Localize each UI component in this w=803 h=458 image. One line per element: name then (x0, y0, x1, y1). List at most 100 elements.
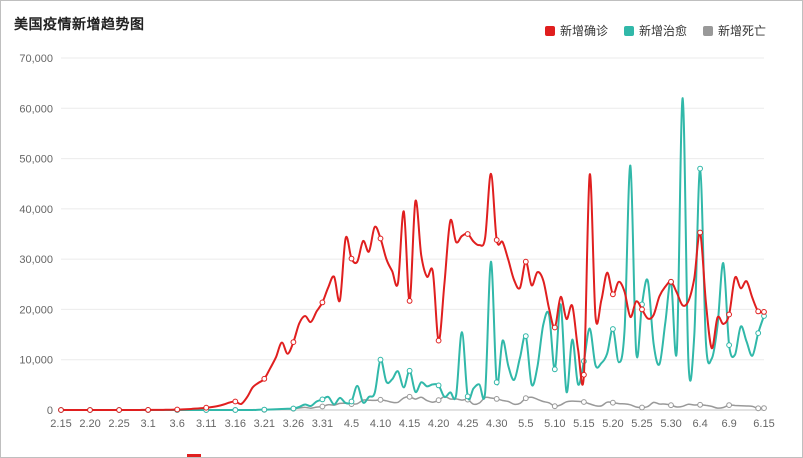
series-marker-cured[interactable] (697, 165, 703, 172)
series-marker-confirmed[interactable] (464, 231, 471, 237)
series-marker-deaths[interactable] (522, 395, 529, 402)
legend-label: 新增死亡 (717, 24, 766, 38)
series-marker-confirmed[interactable] (319, 299, 326, 306)
series-marker-cured[interactable] (435, 382, 442, 389)
x-axis-tick-label: 5.15 (573, 418, 594, 430)
series-marker-confirmed[interactable] (755, 308, 762, 315)
x-axis-tick-label: 3.16 (225, 418, 246, 430)
series-marker-cured[interactable] (406, 367, 413, 374)
x-axis-tick-label: 4.20 (428, 418, 449, 430)
series-marker-deaths[interactable] (610, 399, 616, 406)
x-axis-tick-label: 2.20 (79, 418, 100, 430)
y-axis-tick-label: 10,000 (19, 355, 53, 367)
x-axis-tick-label: 6.4 (692, 418, 707, 430)
series-marker-cured[interactable] (551, 366, 558, 373)
x-axis-tick-label: 3.1 (141, 418, 156, 430)
legend-item-deaths[interactable]: 新增死亡 (702, 22, 766, 39)
y-axis-tick-label: 70,000 (19, 53, 53, 65)
series-marker-confirmed[interactable] (406, 298, 413, 304)
series-marker-cured[interactable] (348, 398, 355, 405)
y-axis-tick-label: 50,000 (19, 154, 53, 166)
series-marker-confirmed[interactable] (726, 311, 732, 318)
x-axis-tick-label: 3.31 (312, 418, 333, 430)
series-marker-cured[interactable] (232, 407, 239, 413)
series-marker-confirmed[interactable] (348, 255, 355, 262)
series-marker-deaths[interactable] (697, 401, 703, 408)
legend-label: 新增确诊 (559, 24, 608, 38)
series-marker-confirmed[interactable] (435, 337, 442, 344)
series-marker-confirmed[interactable] (145, 407, 152, 413)
x-axis-tick-label: 6.9 (721, 418, 736, 430)
legend: 新增确诊 新增治愈 新增死亡 (544, 22, 766, 39)
series-marker-deaths[interactable] (551, 403, 558, 410)
series-marker-confirmed[interactable] (581, 371, 587, 378)
x-axis-tick-label: 3.6 (170, 418, 185, 430)
series-marker-deaths[interactable] (377, 396, 384, 403)
x-axis-tick-label: 4.15 (399, 418, 420, 430)
series-marker-cured[interactable] (493, 379, 500, 386)
series-marker-confirmed[interactable] (551, 324, 558, 331)
series-marker-confirmed[interactable] (58, 407, 64, 413)
series-marker-confirmed[interactable] (668, 278, 674, 285)
series-marker-deaths[interactable] (761, 405, 767, 412)
series-marker-deaths[interactable] (493, 396, 500, 402)
legend-swatch-confirmed-icon (544, 25, 555, 36)
series-marker-cured[interactable] (522, 333, 529, 340)
series-marker-deaths[interactable] (319, 403, 326, 410)
x-axis-tick-label: 5.20 (602, 418, 623, 430)
series-marker-confirmed[interactable] (261, 375, 268, 382)
series-marker-deaths[interactable] (755, 405, 762, 412)
x-axis-tick-label: 3.26 (283, 418, 304, 430)
series-marker-confirmed[interactable] (377, 235, 384, 242)
x-axis-tick-label: 5.5 (518, 418, 533, 430)
series-marker-deaths[interactable] (406, 393, 413, 400)
series-marker-cured[interactable] (377, 356, 384, 363)
series-marker-deaths[interactable] (726, 402, 732, 409)
series-marker-confirmed[interactable] (203, 404, 210, 411)
x-axis-tick-label: 4.10 (370, 418, 391, 430)
legend-item-cured[interactable]: 新增治愈 (623, 22, 687, 39)
series-marker-cured[interactable] (319, 396, 326, 403)
y-axis-tick-label: 0 (47, 405, 53, 417)
series-marker-confirmed[interactable] (174, 406, 181, 413)
x-axis-tick-label: 3.21 (254, 418, 275, 430)
y-axis-tick-label: 30,000 (19, 254, 53, 266)
series-marker-deaths[interactable] (639, 404, 645, 411)
series-marker-confirmed[interactable] (522, 258, 529, 265)
chart-title: 美国疫情新增趋势图 (14, 16, 145, 32)
series-marker-cured[interactable] (610, 326, 616, 332)
series-marker-cured[interactable] (464, 393, 471, 400)
legend-swatch-deaths-icon (702, 25, 713, 36)
legend-item-confirmed[interactable]: 新增确诊 (544, 22, 608, 39)
series-marker-cured[interactable] (290, 405, 297, 412)
series-marker-deaths[interactable] (581, 399, 587, 405)
x-axis-tick-label: 5.10 (544, 418, 565, 430)
series-marker-cured[interactable] (726, 342, 732, 349)
x-axis-tick-label: 2.15 (50, 418, 71, 430)
series-marker-deaths[interactable] (435, 397, 442, 404)
series-marker-cured[interactable] (261, 406, 268, 413)
x-axis-tick-label: 4.5 (344, 418, 359, 430)
series-marker-confirmed[interactable] (761, 309, 767, 315)
x-axis-tick-label: 6.15 (753, 418, 774, 430)
x-axis-tick-label: 4.25 (457, 418, 478, 430)
series-marker-confirmed[interactable] (610, 291, 616, 298)
series-marker-confirmed[interactable] (87, 407, 93, 413)
series-marker-confirmed[interactable] (116, 407, 122, 413)
series-marker-confirmed[interactable] (697, 229, 703, 236)
x-axis-tick-label: 5.25 (631, 418, 652, 430)
clipped-red-fragment (187, 454, 201, 457)
x-axis-tick-label: 4.30 (486, 418, 507, 430)
series-line-confirmed (61, 172, 765, 411)
series-marker-confirmed[interactable] (290, 339, 297, 346)
series-marker-deaths[interactable] (668, 402, 674, 409)
series-marker-confirmed[interactable] (232, 398, 239, 405)
series-marker-cured[interactable] (755, 330, 762, 337)
legend-label: 新增治愈 (638, 24, 687, 38)
series-marker-confirmed[interactable] (639, 306, 645, 313)
x-axis-tick-label: 3.11 (196, 418, 217, 430)
series-marker-confirmed[interactable] (493, 237, 500, 243)
x-axis-tick-label: 2.25 (108, 418, 129, 430)
